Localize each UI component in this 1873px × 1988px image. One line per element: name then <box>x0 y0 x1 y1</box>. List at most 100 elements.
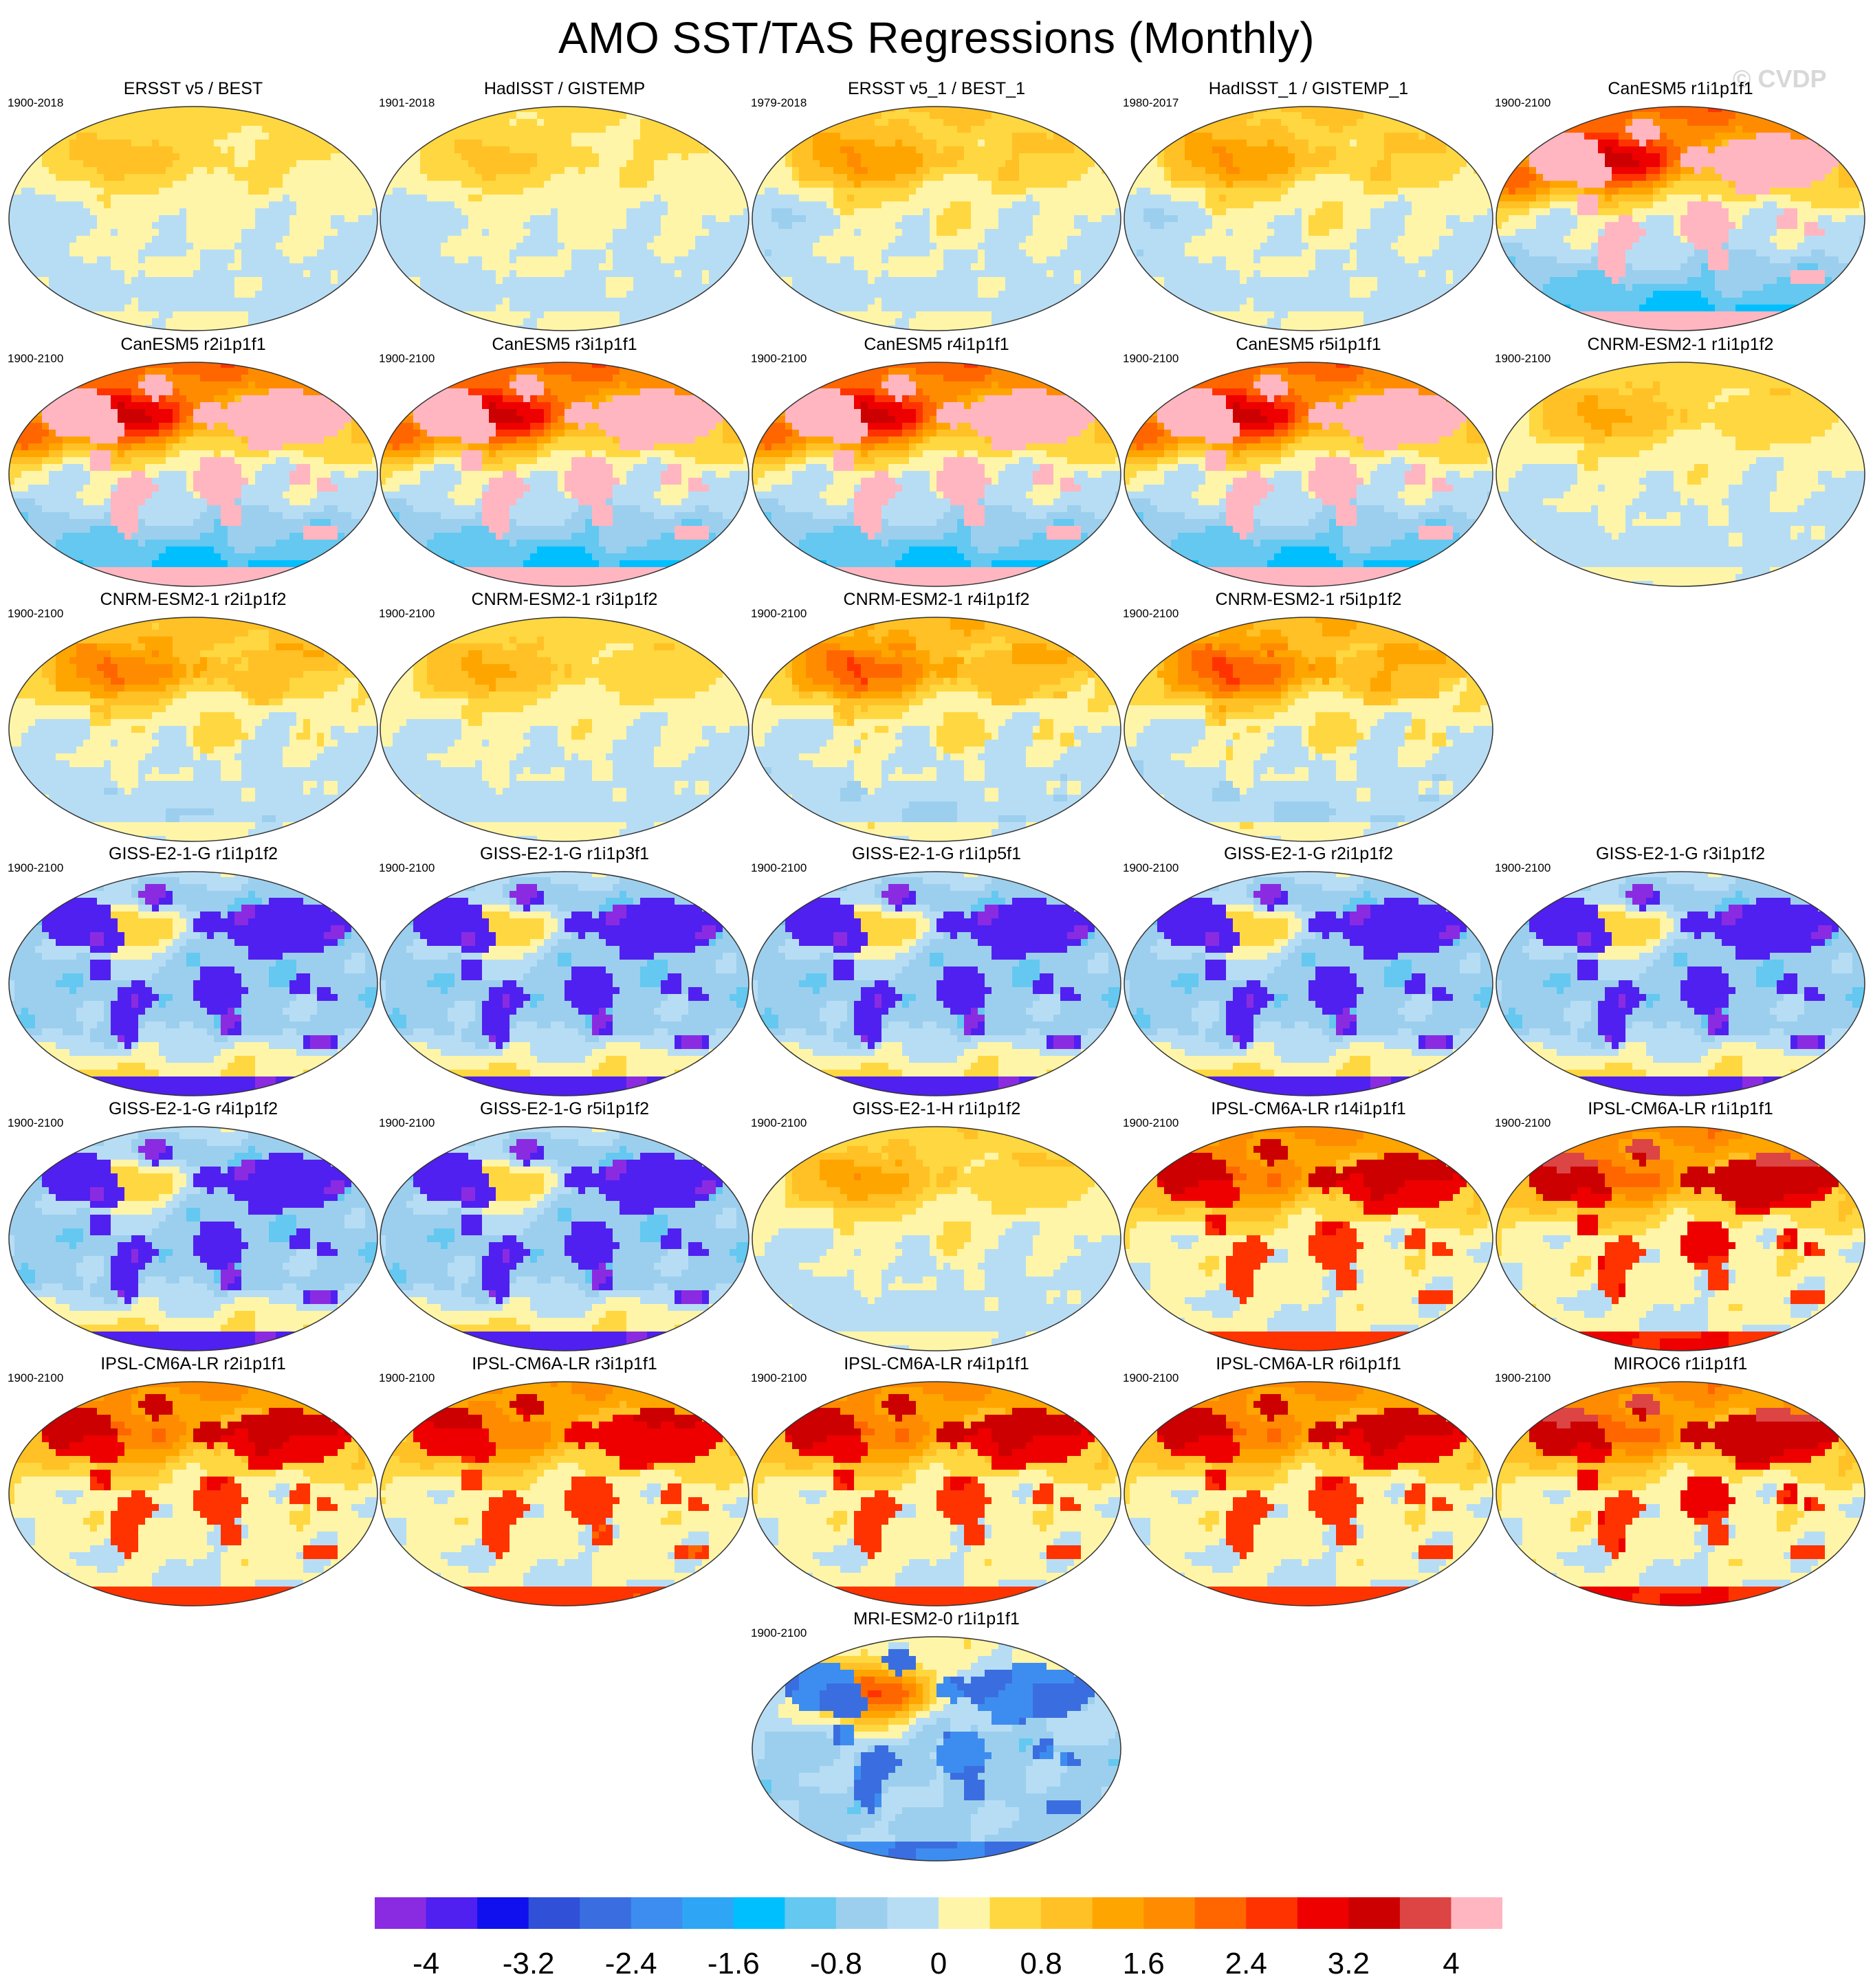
panel-years: 1900-2100 <box>379 352 435 366</box>
panel-title: IPSL-CM6A-LR r4i1p1f1 <box>751 1354 1122 1374</box>
global-map <box>1496 871 1865 1096</box>
map-panel: GISS-E2-1-G r1i1p1f2 1900-2100 <box>8 844 379 1098</box>
panel-years: 1900-2100 <box>751 1116 807 1130</box>
global-map <box>380 1126 749 1351</box>
panel-title: GISS-E2-1-G r2i1p1f2 <box>1123 844 1494 864</box>
colorbar-swatch <box>989 1897 1042 1929</box>
map-panel: GISS-E2-1-G r5i1p1f2 1900-2100 <box>379 1099 750 1354</box>
panel-years: 1900-2100 <box>751 1371 807 1385</box>
colorbar-swatch <box>1143 1897 1196 1929</box>
colorbar-swatch <box>631 1897 683 1929</box>
global-map <box>1124 617 1493 842</box>
panel-years: 1900-2100 <box>751 861 807 875</box>
colorbar-swatch <box>1297 1897 1349 1929</box>
panel-years: 1900-2100 <box>751 607 807 621</box>
global-map <box>752 362 1121 587</box>
panel-years: 1900-2100 <box>8 861 63 875</box>
colorbar-swatch <box>1348 1897 1401 1929</box>
panel-title: MIROC6 r1i1p1f1 <box>1495 1354 1866 1374</box>
global-map <box>8 871 378 1096</box>
map-panel: GISS-E2-1-G r3i1p1f2 1900-2100 <box>1495 844 1866 1098</box>
panel-title: IPSL-CM6A-LR r1i1p1f1 <box>1495 1099 1866 1119</box>
panel-years: 1900-2100 <box>1495 96 1551 110</box>
panel-years: 1900-2100 <box>1495 1116 1551 1130</box>
panel-years: 1980-2017 <box>1123 96 1179 110</box>
map-panel: CanESM5 r1i1p1f1 1900-2100 <box>1495 79 1866 333</box>
map-panel: CanESM5 r2i1p1f1 1900-2100 <box>8 335 379 589</box>
colorbar-tick-label: 2.4 <box>1225 1947 1267 1981</box>
global-map <box>1124 106 1493 331</box>
map-panel: CanESM5 r3i1p1f1 1900-2100 <box>379 335 750 589</box>
panel-years: 1900-2100 <box>1123 607 1179 621</box>
colorbar-tick-label: 1.6 <box>1123 1947 1165 1981</box>
panel-years: 1900-2018 <box>8 96 63 110</box>
global-map <box>1496 1126 1865 1351</box>
map-panel: IPSL-CM6A-LR r6i1p1f1 1900-2100 <box>1123 1354 1494 1609</box>
map-panel: CanESM5 r4i1p1f1 1900-2100 <box>751 335 1122 589</box>
panel-years: 1900-2100 <box>379 1371 435 1385</box>
map-panel: HadISST_1 / GISTEMP_1 1980-2017 <box>1123 79 1494 333</box>
colorbar-swatch <box>1246 1897 1298 1929</box>
panel-title: IPSL-CM6A-LR r14i1p1f1 <box>1123 1099 1494 1119</box>
global-map <box>1124 1126 1493 1351</box>
cvdp-watermark: © CVDP <box>1733 65 1827 93</box>
global-map <box>752 1126 1121 1351</box>
global-map <box>380 362 749 587</box>
colorbar-tick-label: -3.2 <box>503 1947 555 1981</box>
global-map <box>8 106 378 331</box>
colorbar-tick-label: -2.4 <box>605 1947 657 1981</box>
map-panel: MIROC6 r1i1p1f1 1900-2100 <box>1495 1354 1866 1609</box>
colorbar-tick-label: -4 <box>413 1947 439 1981</box>
panel-years: 1900-2100 <box>1123 1116 1179 1130</box>
global-map <box>752 1636 1121 1862</box>
global-map <box>1496 106 1865 331</box>
colorbar-swatch <box>939 1897 991 1929</box>
panel-title: CNRM-ESM2-1 r4i1p1f2 <box>751 590 1122 610</box>
panel-years: 1900-2100 <box>1495 861 1551 875</box>
panel-title: GISS-E2-1-G r1i1p5f1 <box>751 844 1122 864</box>
panel-title: GISS-E2-1-G r3i1p1f2 <box>1495 844 1866 864</box>
colorbar-tick-label: -1.6 <box>708 1947 760 1981</box>
panel-years: 1900-2100 <box>8 1371 63 1385</box>
panel-title: ERSST v5_1 / BEST_1 <box>751 79 1122 99</box>
panel-years: 1900-2100 <box>8 607 63 621</box>
panel-years: 1900-2100 <box>379 861 435 875</box>
global-map <box>752 617 1121 842</box>
map-panel: CanESM5 r5i1p1f1 1900-2100 <box>1123 335 1494 589</box>
map-panel: GISS-E2-1-G r2i1p1f2 1900-2100 <box>1123 844 1494 1098</box>
map-panel: IPSL-CM6A-LR r1i1p1f1 1900-2100 <box>1495 1099 1866 1354</box>
panel-title: HadISST / GISTEMP <box>379 79 750 99</box>
panel-title: CNRM-ESM2-1 r1i1p1f2 <box>1495 335 1866 355</box>
colorbar-swatch <box>375 1897 427 1929</box>
map-panel: GISS-E2-1-G r4i1p1f2 1900-2100 <box>8 1099 379 1354</box>
map-panel: IPSL-CM6A-LR r3i1p1f1 1900-2100 <box>379 1354 750 1609</box>
panel-title: ERSST v5 / BEST <box>8 79 379 99</box>
colorbar-swatch <box>887 1897 939 1929</box>
map-panel: CNRM-ESM2-1 r4i1p1f2 1900-2100 <box>751 590 1122 844</box>
global-map <box>752 871 1121 1096</box>
map-panel: CNRM-ESM2-1 r3i1p1f2 1900-2100 <box>379 590 750 844</box>
global-map <box>380 617 749 842</box>
panel-years: 1900-2100 <box>1123 1371 1179 1385</box>
map-panel: CNRM-ESM2-1 r5i1p1f2 1900-2100 <box>1123 590 1494 844</box>
panel-title: HadISST_1 / GISTEMP_1 <box>1123 79 1494 99</box>
global-map <box>8 362 378 587</box>
panel-title: IPSL-CM6A-LR r6i1p1f1 <box>1123 1354 1494 1374</box>
panel-title: GISS-E2-1-G r1i1p1f2 <box>8 844 379 864</box>
panel-title: CNRM-ESM2-1 r5i1p1f2 <box>1123 590 1494 610</box>
colorbar-swatch <box>835 1897 888 1929</box>
map-panel: CNRM-ESM2-1 r2i1p1f2 1900-2100 <box>8 590 379 844</box>
colorbar-tick-label: -0.8 <box>810 1947 862 1981</box>
panel-title: CanESM5 r4i1p1f1 <box>751 335 1122 355</box>
panel-years: 1900-2100 <box>1123 861 1179 875</box>
global-map <box>1496 362 1865 587</box>
map-panel: IPSL-CM6A-LR r4i1p1f1 1900-2100 <box>751 1354 1122 1609</box>
colorbar-tick-label: 4 <box>1443 1947 1459 1981</box>
panel-years: 1901-2018 <box>379 96 435 110</box>
panel-years: 1900-2100 <box>751 1626 807 1640</box>
panel-years: 1900-2100 <box>8 1116 63 1130</box>
map-panel: IPSL-CM6A-LR r2i1p1f1 1900-2100 <box>8 1354 379 1609</box>
colorbar-swatch <box>1041 1897 1093 1929</box>
panel-years: 1900-2100 <box>751 352 807 366</box>
global-map <box>1124 871 1493 1096</box>
